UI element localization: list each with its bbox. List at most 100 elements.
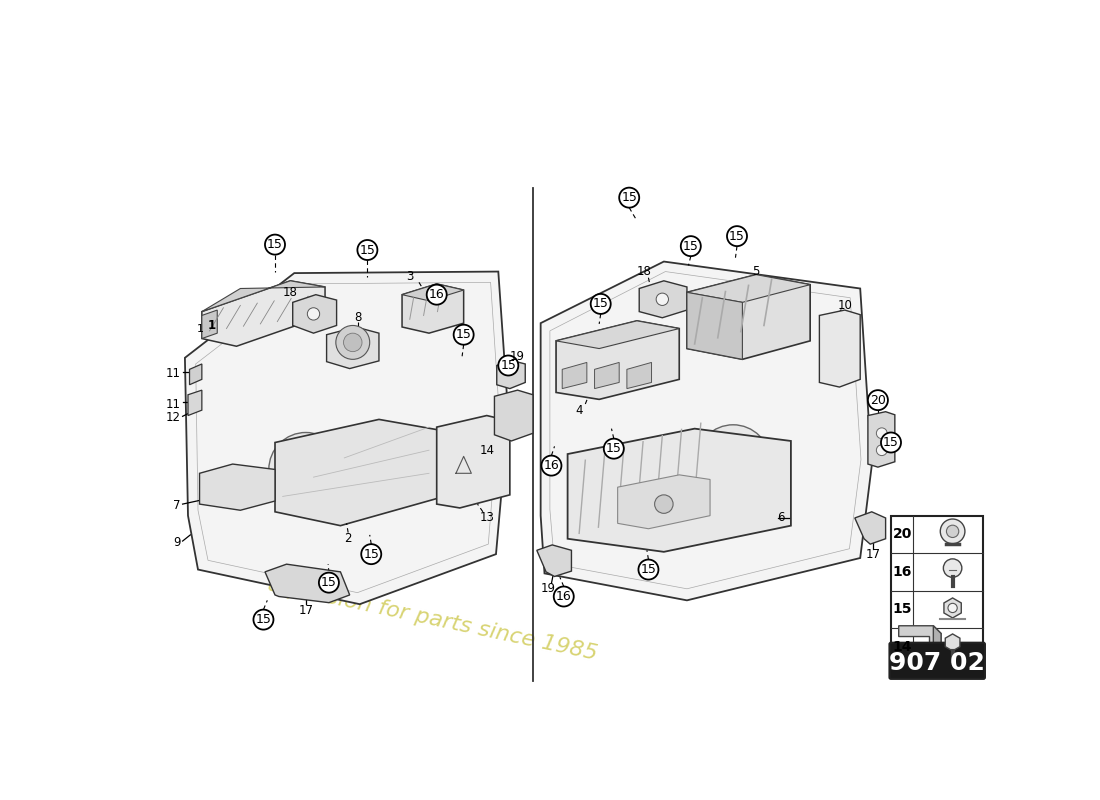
Circle shape — [604, 438, 624, 458]
Text: 5: 5 — [752, 265, 760, 278]
Circle shape — [868, 390, 888, 410]
Circle shape — [696, 425, 770, 498]
Circle shape — [944, 559, 961, 578]
Text: 15: 15 — [893, 602, 912, 617]
Circle shape — [654, 495, 673, 514]
Circle shape — [681, 236, 701, 256]
Polygon shape — [327, 327, 378, 369]
Polygon shape — [202, 281, 326, 346]
Circle shape — [948, 603, 957, 613]
Polygon shape — [562, 362, 587, 389]
Polygon shape — [275, 419, 444, 526]
Polygon shape — [189, 364, 202, 385]
Circle shape — [541, 455, 561, 476]
Polygon shape — [556, 321, 680, 399]
Circle shape — [708, 437, 758, 486]
Polygon shape — [437, 415, 510, 508]
Text: 16: 16 — [893, 565, 912, 579]
Polygon shape — [868, 412, 895, 467]
Text: 17: 17 — [298, 604, 314, 617]
Text: a passion for parts since 1985: a passion for parts since 1985 — [266, 575, 600, 664]
Circle shape — [553, 586, 574, 606]
Text: 13: 13 — [480, 511, 494, 525]
Polygon shape — [556, 321, 680, 349]
Text: 19: 19 — [510, 350, 525, 362]
Circle shape — [727, 226, 747, 246]
Text: 15: 15 — [500, 359, 516, 372]
Text: 8: 8 — [354, 311, 362, 324]
Text: 14: 14 — [893, 640, 912, 654]
Circle shape — [940, 519, 965, 544]
Circle shape — [336, 326, 370, 359]
Polygon shape — [537, 545, 572, 577]
Polygon shape — [185, 271, 508, 604]
Circle shape — [427, 285, 447, 305]
Circle shape — [877, 428, 887, 438]
Text: 1: 1 — [197, 323, 204, 334]
Polygon shape — [541, 262, 871, 600]
Circle shape — [265, 234, 285, 254]
Circle shape — [591, 294, 611, 314]
Circle shape — [282, 445, 330, 494]
Text: 15: 15 — [455, 328, 472, 341]
Text: 17: 17 — [866, 548, 881, 561]
Text: 15: 15 — [621, 191, 637, 204]
Text: 18: 18 — [283, 286, 298, 299]
Polygon shape — [403, 284, 464, 333]
Text: 3: 3 — [406, 270, 414, 282]
Polygon shape — [265, 564, 350, 602]
Circle shape — [319, 573, 339, 593]
Polygon shape — [199, 464, 275, 510]
Circle shape — [638, 559, 659, 579]
Circle shape — [946, 525, 959, 538]
Circle shape — [343, 333, 362, 352]
Polygon shape — [568, 429, 791, 552]
Polygon shape — [820, 310, 860, 387]
Polygon shape — [944, 598, 961, 618]
Text: 10: 10 — [837, 299, 852, 312]
Text: 16: 16 — [429, 288, 444, 301]
Circle shape — [656, 293, 669, 306]
Polygon shape — [639, 281, 686, 318]
Polygon shape — [945, 634, 960, 651]
Text: 11: 11 — [165, 398, 180, 410]
Text: 15: 15 — [267, 238, 283, 251]
Polygon shape — [686, 274, 810, 359]
Polygon shape — [495, 390, 534, 441]
Circle shape — [881, 433, 901, 453]
Text: 20: 20 — [893, 527, 912, 542]
Text: 15: 15 — [606, 442, 621, 455]
Text: 15: 15 — [321, 576, 337, 589]
Circle shape — [453, 325, 474, 345]
Polygon shape — [202, 310, 218, 338]
Text: 20: 20 — [870, 394, 886, 406]
Text: 15: 15 — [640, 563, 657, 576]
Circle shape — [268, 433, 343, 506]
Text: 11: 11 — [165, 366, 180, 380]
Text: 16: 16 — [556, 590, 572, 603]
Text: 15: 15 — [255, 613, 272, 626]
Polygon shape — [497, 360, 526, 389]
Polygon shape — [202, 281, 326, 312]
Text: 15: 15 — [729, 230, 745, 242]
Text: 2: 2 — [344, 532, 352, 546]
Polygon shape — [403, 284, 464, 301]
Text: 6: 6 — [777, 511, 784, 525]
Circle shape — [358, 240, 377, 260]
Text: 1: 1 — [208, 319, 216, 332]
Polygon shape — [627, 362, 651, 389]
Text: 12: 12 — [165, 411, 180, 424]
Text: 19: 19 — [541, 582, 556, 595]
Circle shape — [619, 188, 639, 208]
Circle shape — [253, 610, 274, 630]
Text: 16: 16 — [543, 459, 559, 472]
Circle shape — [361, 544, 382, 564]
Polygon shape — [686, 292, 742, 359]
Text: 15: 15 — [363, 548, 379, 561]
Text: 7: 7 — [173, 499, 180, 512]
Polygon shape — [618, 475, 711, 529]
Text: 9: 9 — [173, 536, 180, 549]
Polygon shape — [899, 626, 942, 642]
Text: 18: 18 — [637, 265, 652, 278]
Text: 15: 15 — [360, 243, 375, 257]
